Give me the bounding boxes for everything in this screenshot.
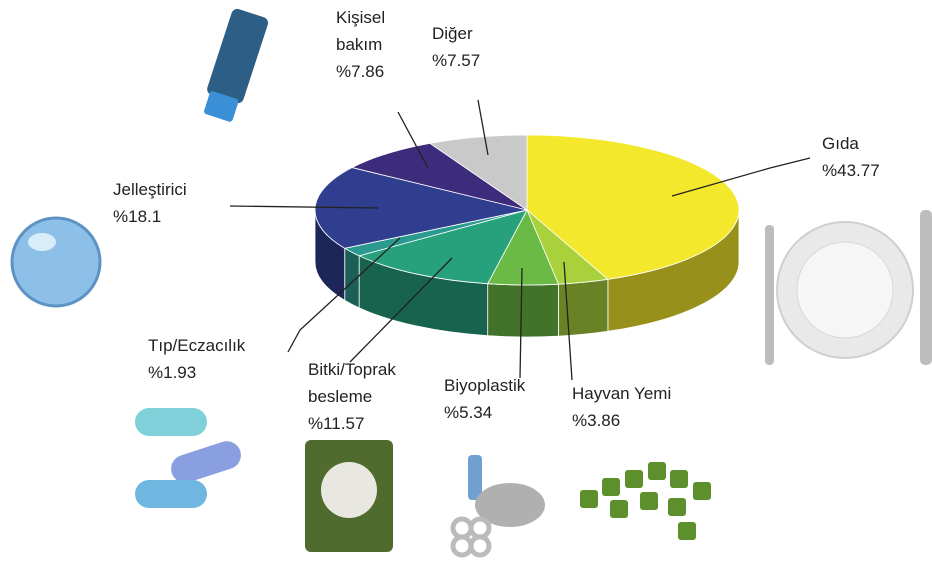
value-label: %5.34 (444, 399, 564, 426)
value-label: %1.93 (148, 359, 288, 386)
category-label: Bitki/Toprak besleme (308, 356, 423, 410)
slice-label: Gıda%43.77 (822, 130, 932, 184)
value-label: %43.77 (822, 157, 932, 184)
category-label: Biyoplastik (444, 372, 564, 399)
value-label: %3.86 (572, 407, 712, 434)
pellets-icon (580, 462, 711, 540)
pie (315, 135, 739, 337)
category-label: Gıda (822, 130, 932, 157)
slice-label: Jelleştirici%18.1 (113, 176, 253, 230)
plate-inner (797, 242, 893, 338)
category-label: Diğer (432, 20, 512, 47)
bottle-icon (468, 455, 482, 500)
slice-label: Bitki/Toprak besleme%11.57 (308, 356, 423, 437)
slice-label: Diğer%7.57 (432, 20, 512, 74)
capsule-icon (135, 408, 207, 436)
category-label: Kişisel bakım (336, 4, 406, 58)
bag-label (321, 462, 377, 518)
chart (0, 0, 932, 572)
value-label: %7.57 (432, 47, 512, 74)
page: Gıda%43.77Hayvan Yemi%3.86Biyoplastik%5.… (0, 0, 932, 572)
slice-label: Hayvan Yemi%3.86 (572, 380, 712, 434)
value-label: %11.57 (308, 410, 423, 437)
bubble-shine (28, 233, 56, 251)
value-label: %7.86 (336, 58, 406, 85)
knife-icon (920, 210, 932, 365)
value-label: %18.1 (113, 203, 253, 230)
rings-icon (453, 519, 489, 555)
category-label: Jelleştirici (113, 176, 253, 203)
slice-label: Biyoplastik%5.34 (444, 372, 564, 426)
slice-label: Kişisel bakım%7.86 (336, 4, 406, 85)
capsule-icon (135, 480, 207, 508)
category-label: Hayvan Yemi (572, 380, 712, 407)
tube-icon (199, 7, 269, 123)
fork-icon (765, 225, 774, 365)
capsule-icon (167, 438, 244, 487)
pie-side (488, 284, 559, 337)
slice-label: Tıp/Eczacılık%1.93 (148, 332, 288, 386)
bubble-icon (12, 218, 100, 306)
category-label: Tıp/Eczacılık (148, 332, 288, 359)
